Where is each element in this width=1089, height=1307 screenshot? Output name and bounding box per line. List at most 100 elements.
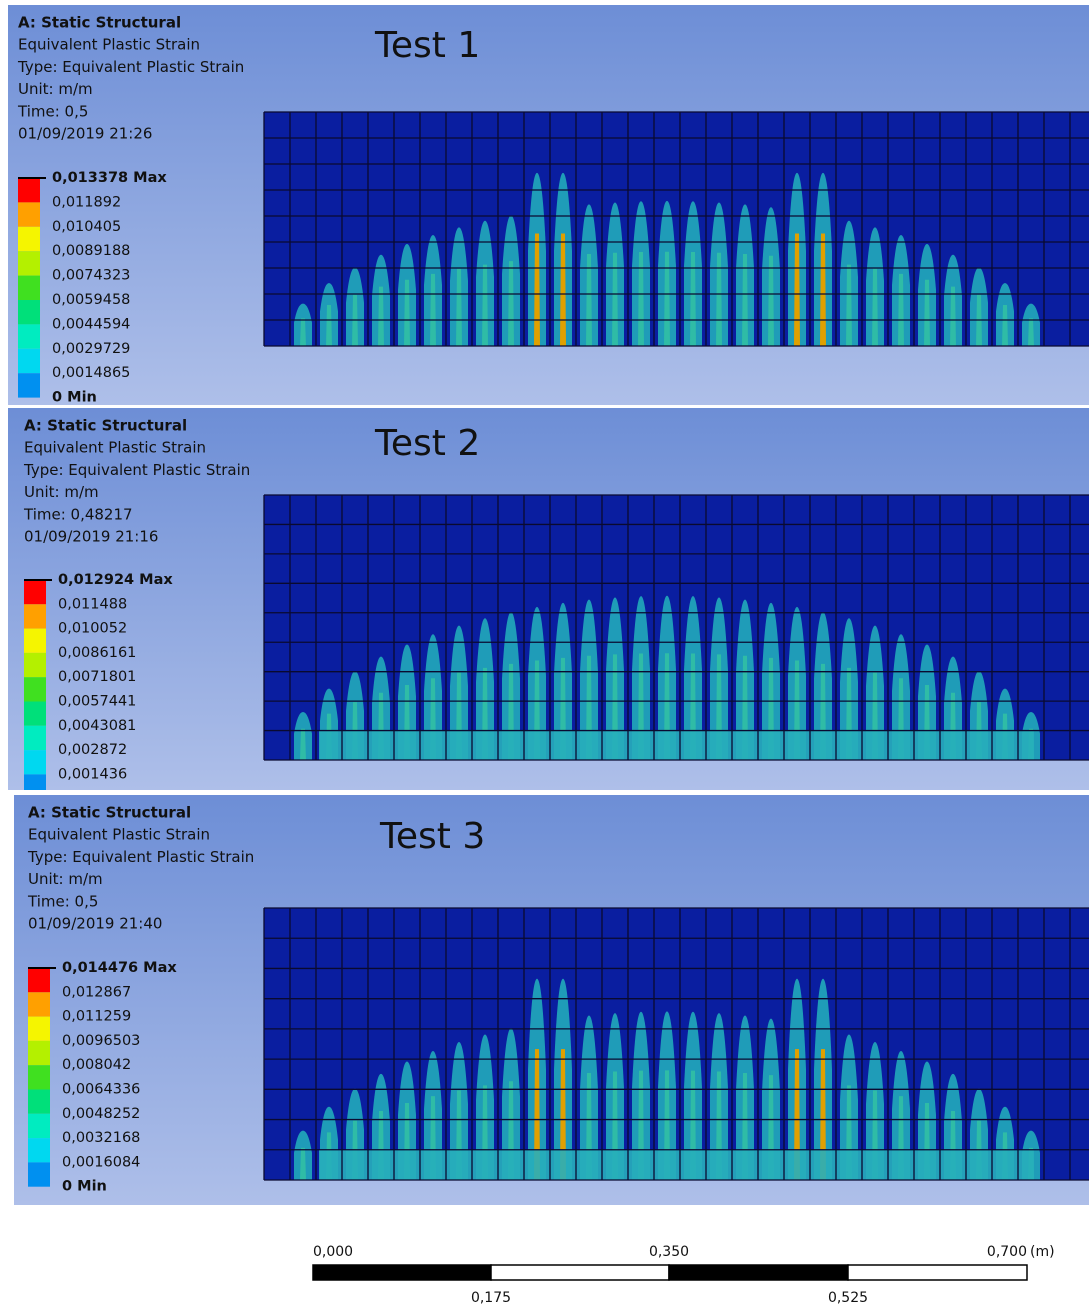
legend-label: 0,0029729 [52, 341, 130, 357]
legend-band [28, 1090, 50, 1114]
strain-core [326, 305, 332, 346]
strain-core [378, 287, 384, 346]
legend-band [24, 604, 46, 628]
strain-core [872, 269, 878, 346]
header-line: 01/09/2019 21:26 [18, 125, 152, 143]
scale-segment [669, 1265, 848, 1280]
legend-label: 0,0071801 [58, 669, 136, 685]
header-line: A: Static Structural [24, 417, 187, 435]
strain-core [716, 253, 722, 346]
strain-core [664, 252, 670, 346]
legend-band [18, 349, 40, 373]
scale-label: 0,525 [828, 1290, 868, 1306]
legend-label: 0,011259 [62, 1009, 131, 1025]
strain-core [612, 253, 618, 346]
header-line: Unit: m/m [28, 870, 103, 888]
legend-label: 0,0059458 [52, 292, 130, 308]
strain-core [508, 261, 514, 346]
legend-label: 0 Min [62, 1179, 107, 1195]
header-line: Equivalent Plastic Strain [18, 36, 200, 54]
figure: A: Static Structural Equivalent Plastic S… [0, 0, 1089, 1307]
legend-label: 0,0074323 [52, 268, 130, 284]
strain-core [404, 280, 410, 346]
strain-core [1002, 305, 1008, 346]
scale-label: 0,350 [649, 1244, 689, 1260]
legend-label: 0,002872 [58, 742, 127, 758]
strain-core [482, 265, 488, 346]
scale-label: 0,000 [313, 1244, 353, 1260]
legend-label: 0,011892 [52, 194, 121, 210]
legend-label: 0,0057441 [58, 694, 136, 710]
legend-band [24, 580, 46, 604]
strain-core [430, 274, 436, 346]
legend-label: 0,0043081 [58, 718, 136, 734]
legend-band [18, 324, 40, 348]
scale-unit: (m) [1030, 1244, 1055, 1260]
legend-label: 0,0089188 [52, 243, 130, 259]
scale-segment [313, 1265, 491, 1280]
legend-band [18, 202, 40, 226]
strain-core [820, 233, 826, 346]
legend-band [28, 992, 50, 1016]
result-panel: A: Static Structural Equivalent Plastic S… [8, 408, 1089, 790]
result-panel: A: Static StructuralEquivalent Plastic S… [14, 795, 1089, 1205]
legend-label: 0,0048252 [62, 1106, 140, 1122]
header-line: Time: 0,5 [27, 892, 98, 910]
legend-label: 0,0064336 [62, 1082, 140, 1098]
legend-band [28, 1017, 50, 1041]
strain-core [768, 256, 774, 346]
legend-label: 0,010405 [52, 219, 121, 235]
test-title: Test 1 [374, 25, 480, 66]
legend-label: 0,012924 Max [58, 572, 173, 588]
scale-label: 0,700 [987, 1244, 1027, 1260]
legend-band [24, 653, 46, 677]
legend-band [24, 774, 46, 790]
header-line: Type: Equivalent Plastic Strain [23, 461, 250, 479]
legend-label: 0,013378 Max [52, 170, 167, 186]
strain-core [690, 252, 696, 346]
strain-core [794, 233, 800, 346]
legend-band [18, 373, 40, 397]
legend-band [28, 1065, 50, 1089]
legend-label: 0,001436 [58, 766, 127, 782]
header-line: Type: Equivalent Plastic Strain [27, 848, 254, 866]
legend-label: 0,0032168 [62, 1130, 140, 1146]
legend-band [28, 1162, 50, 1186]
scale-segment [491, 1265, 669, 1280]
legend-band [24, 629, 46, 653]
strain-core [300, 1148, 306, 1180]
scale-label: 0,175 [471, 1290, 511, 1306]
legend-label: 0,0086161 [58, 645, 136, 661]
legend-band [18, 227, 40, 251]
legend-label: 0,0014865 [52, 365, 130, 381]
result-panel: A: Static Structural Equivalent Plastic S… [8, 5, 1089, 406]
strain-core [560, 233, 566, 346]
strain-base [319, 731, 1034, 760]
strain-core [300, 318, 306, 346]
legend-label: 0,012867 [62, 984, 131, 1000]
legend-band [24, 702, 46, 726]
legend-band [18, 178, 40, 202]
header-line: Time: 0,5 [17, 102, 88, 120]
legend-label: 0,008042 [62, 1057, 131, 1073]
header-line: A: Static Structural [18, 14, 181, 32]
strain-core [300, 729, 306, 760]
strain-core [924, 280, 930, 346]
header-line: Equivalent Plastic Strain [28, 826, 210, 844]
legend-label: 0,010052 [58, 621, 127, 637]
strain-core [846, 265, 852, 346]
legend-band [24, 677, 46, 701]
legend-band [28, 1041, 50, 1065]
legend-band [18, 251, 40, 275]
legend-label: 0,0096503 [62, 1033, 140, 1049]
legend-band [24, 726, 46, 750]
legend-band [28, 1114, 50, 1138]
strain-core [638, 252, 644, 346]
header-line: Unit: m/m [18, 80, 93, 98]
legend-band [28, 1138, 50, 1162]
legend-label: 0 Min [52, 390, 97, 406]
header-line: Equivalent Plastic Strain [24, 439, 206, 457]
legend-band [18, 300, 40, 324]
legend-band [18, 276, 40, 300]
scale-segment [848, 1265, 1027, 1280]
